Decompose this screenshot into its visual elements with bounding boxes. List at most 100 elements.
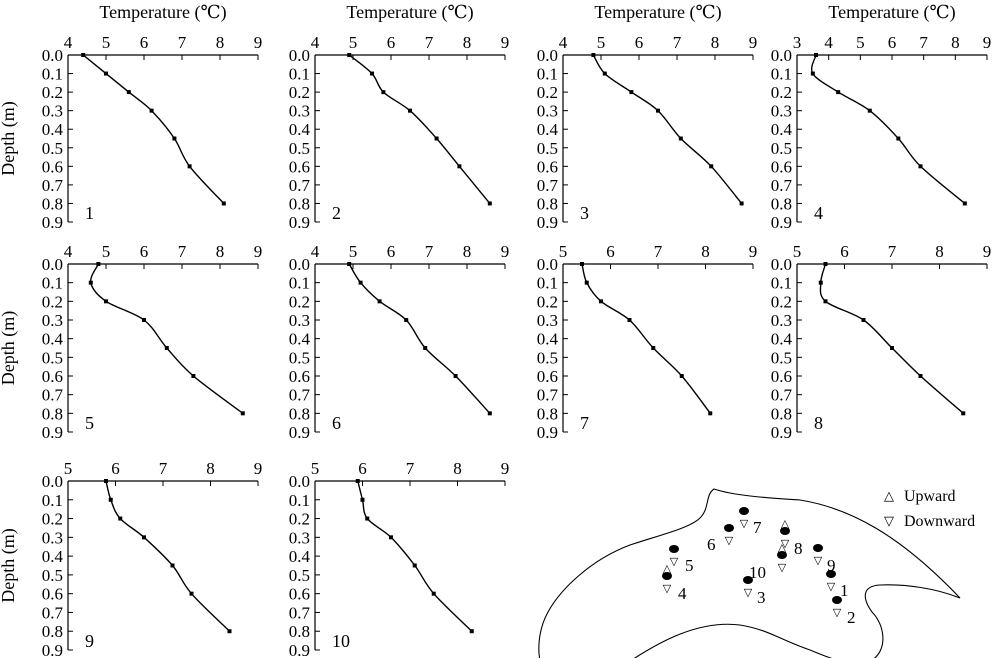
site-marker: [739, 507, 749, 515]
data-point: [584, 280, 589, 285]
site-marker: [780, 527, 790, 535]
upward-legend-label: Upward: [904, 488, 956, 505]
x-axis-title: Temperature (℃): [99, 2, 226, 23]
y-tick-label: 0.0: [771, 46, 792, 65]
site-label: 3: [757, 588, 766, 607]
panel-number: 7: [580, 413, 589, 433]
data-point: [142, 535, 146, 540]
y-tick-label: 0.4: [537, 120, 559, 139]
x-tick-label: 9: [501, 242, 510, 261]
x-tick-label: 8: [216, 33, 225, 52]
panel-number: 6: [332, 413, 341, 433]
panel-number: 9: [85, 631, 94, 651]
x-tick-label: 6: [606, 242, 615, 261]
map-sites: ▽ 1▽ 2▽ 3△▽ 4▽ 5▽6▽ 7 △▽ 8▽ 9△▽10: [662, 507, 856, 627]
data-point: [118, 516, 123, 521]
data-point: [404, 318, 409, 322]
data-point: [104, 71, 108, 76]
x-tick-label: 4: [64, 33, 73, 52]
y-tick-label: 0.6: [289, 157, 310, 176]
panel-5: 4 5 6 7 8 9 0.00.10.20.30.40.50.60.70.80.9 Dept…: [0, 242, 262, 442]
upward-icon: △: [781, 518, 790, 530]
data-point: [961, 411, 966, 416]
downward-icon: ▽: [740, 518, 749, 530]
x-tick-label: 5: [64, 459, 73, 478]
site-marker: [813, 544, 823, 552]
y-tick-label: 0.8: [537, 404, 558, 423]
panel-number: 1: [85, 203, 94, 223]
site-marker: [777, 551, 787, 559]
y-tick-label: 0.2: [289, 83, 310, 102]
x-tick-label: 4: [824, 33, 833, 52]
panel-9: 5 6 7 8 9 0.00.10.20.30.40.50.60.70.80.9 Depth…: [0, 459, 262, 658]
y-tick-label: 0.8: [42, 404, 63, 423]
site-label: 4: [678, 584, 687, 603]
y-tick-label: 0.3: [771, 102, 792, 121]
data-point: [170, 563, 175, 568]
downward-icon: ▽: [778, 562, 787, 574]
lake-outline: [538, 488, 961, 658]
y-tick-label: 0.2: [289, 510, 310, 529]
data-point: [347, 262, 352, 266]
y-tick-label: 0.4: [289, 120, 311, 139]
x-tick-label: 7: [178, 242, 187, 261]
site-label: 1: [840, 581, 849, 600]
x-tick-label: 8: [935, 242, 944, 261]
x-tick-label: 4: [311, 242, 320, 261]
x-tick-label: 8: [216, 242, 225, 261]
data-point: [81, 53, 86, 57]
x-tick-label: 8: [711, 33, 720, 52]
x-tick-label: 5: [597, 33, 606, 52]
y-tick-label: 0.8: [771, 194, 792, 213]
x-tick-label: 5: [102, 33, 111, 52]
data-point: [172, 136, 177, 141]
x-tick-label: 6: [387, 242, 396, 261]
y-tick-label: 0.7: [289, 386, 311, 405]
data-point: [709, 164, 714, 169]
data-point: [126, 90, 131, 95]
y-tick-label: 0.0: [42, 46, 63, 65]
downward-legend-label: Downward: [904, 513, 975, 530]
data-point: [487, 201, 492, 206]
y-tick-label: 0.6: [42, 157, 63, 176]
downward-icon: ▽: [814, 555, 823, 567]
x-tick-label: 5: [559, 242, 568, 261]
y-tick-label: 0.9: [537, 213, 558, 232]
y-tick-label: 0.1: [42, 491, 63, 510]
x-tick-label: 9: [254, 33, 263, 52]
y-tick-label: 0.0: [289, 255, 310, 274]
y-tick-label: 0.9: [771, 423, 792, 442]
y-tick-label: 0.1: [289, 65, 310, 84]
y-tick-label: 0.5: [289, 348, 310, 367]
y-tick-label: 0.9: [771, 213, 792, 232]
y-tick-label: 0.0: [42, 255, 63, 274]
panel-1: 4 5 6 7 8 9 0.00.10.20.30.40.50.60.70.80.9 Temp…: [0, 2, 262, 232]
y-tick-label: 0.3: [42, 102, 63, 121]
site-4: △ ▽ 4: [662, 563, 687, 603]
panel-3: 4 5 6 7 8 9 0.00.10.20.30.40.50.60.70.80.9 Temp…: [537, 2, 758, 232]
y-tick-label: 0.3: [289, 102, 310, 121]
x-tick-label: 9: [983, 242, 992, 261]
data-point: [818, 280, 823, 285]
y-tick-label: 0.5: [771, 348, 792, 367]
data-point: [108, 497, 113, 502]
y-tick-label: 0.6: [771, 367, 792, 386]
x-tick-label: 6: [635, 33, 644, 52]
y-tick-label: 0.8: [42, 622, 63, 641]
y-tick-label: 0.9: [42, 213, 63, 232]
upward-icon: △: [778, 542, 787, 554]
site-label: 10: [749, 563, 766, 582]
x-tick-label: 9: [254, 242, 263, 261]
panel-number: 5: [85, 413, 94, 433]
y-tick-label: 0.5: [42, 139, 63, 158]
y-tick-label: 0.5: [289, 566, 310, 585]
y-tick-label: 0.2: [42, 510, 63, 529]
data-point: [347, 53, 352, 57]
y-tick-label: 0.3: [42, 311, 63, 330]
data-point: [389, 535, 393, 540]
x-tick-label: 6: [358, 459, 367, 478]
x-tick-label: 7: [654, 242, 663, 261]
data-point: [627, 318, 632, 322]
x-tick-label: 5: [349, 33, 358, 52]
